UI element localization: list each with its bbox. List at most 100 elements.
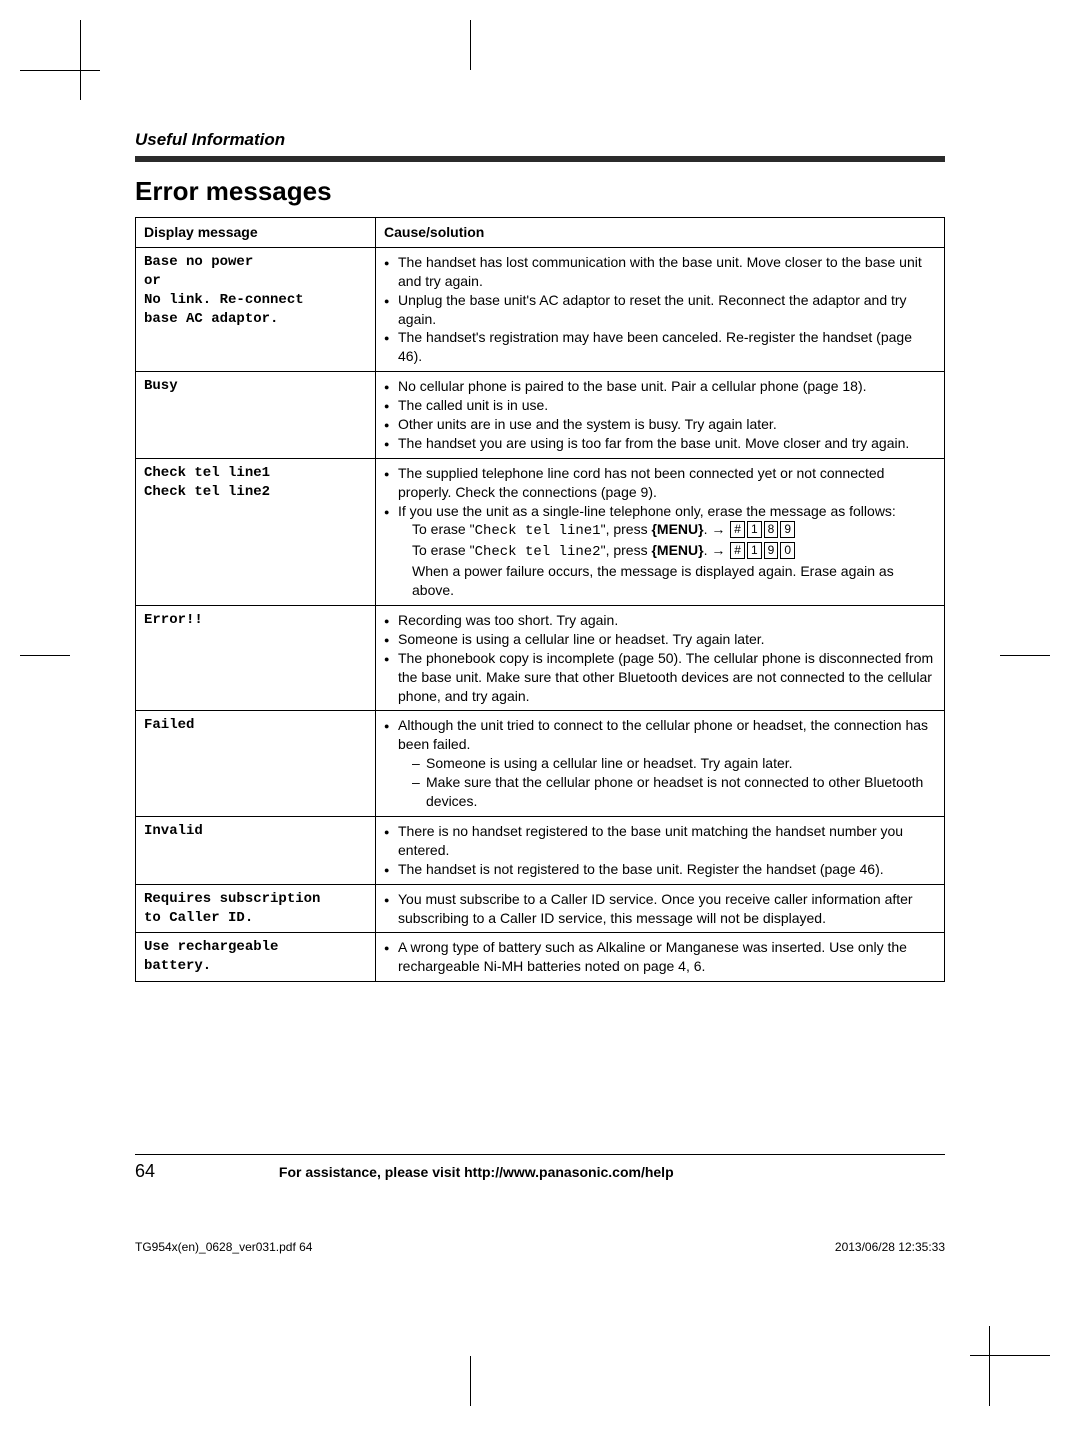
cause-item: The handset is not registered to the bas… [384, 860, 936, 879]
display-message-cell: Failed [136, 711, 376, 816]
table-row: Failed Although the unit tried to connect… [136, 711, 945, 816]
print-meta-left: TG954x(en)_0628_ver031.pdf 64 [135, 1240, 312, 1254]
display-message-cell: Use rechargeablebattery. [136, 933, 376, 982]
keycap: 1 [747, 521, 762, 538]
keycap: 9 [780, 521, 795, 538]
cause-item: The phonebook copy is incomplete (page 5… [384, 649, 936, 706]
display-message-line: Use rechargeable [144, 938, 367, 957]
print-meta-right: 2013/06/28 12:35:33 [835, 1240, 945, 1254]
cause-solution-cell: There is no handset registered to the ba… [376, 816, 945, 884]
display-message-line: Failed [144, 716, 367, 735]
display-message-line: battery. [144, 957, 367, 976]
keycap: 0 [780, 542, 795, 559]
display-message-line: to Caller ID. [144, 909, 367, 928]
display-message-cell: Invalid [136, 816, 376, 884]
cause-list: A wrong type of battery such as Alkaline… [384, 938, 936, 976]
cause-item: There is no handset registered to the ba… [384, 822, 936, 860]
cause-subitem: Someone is using a cellular line or head… [412, 754, 936, 773]
display-message-cell: Error!! [136, 606, 376, 711]
cause-item: Someone is using a cellular line or head… [384, 630, 936, 649]
print-meta: TG954x(en)_0628_ver031.pdf 64 2013/06/28… [135, 1240, 945, 1254]
table-row: Invalid There is no handset registered to… [136, 816, 945, 884]
page-title: Error messages [135, 176, 945, 207]
erase-instruction: To erase "Check tel line1", press {MENU}… [398, 520, 936, 541]
cause-list: The supplied telephone line cord has not… [384, 464, 936, 600]
keycap: 1 [747, 542, 762, 559]
table-row: Requires subscriptionto Caller ID.You mu… [136, 884, 945, 933]
keycap: # [730, 542, 745, 559]
cause-solution-cell: A wrong type of battery such as Alkaline… [376, 933, 945, 982]
crop-mark [470, 20, 471, 70]
display-message-line: Error!! [144, 611, 367, 630]
cause-item: The handset has lost communication with … [384, 253, 936, 291]
section-rule [135, 156, 945, 162]
cause-list: Although the unit tried to connect to th… [384, 716, 936, 810]
cause-paragraph: When a power failure occurs, the message… [398, 562, 936, 600]
cause-subitem: Make sure that the cellular phone or hea… [412, 773, 936, 811]
crop-mark [989, 1326, 990, 1406]
cause-list: Recording was too short. Try again.Someo… [384, 611, 936, 705]
table-row: Base no powerorNo link. Re-connectbase A… [136, 247, 945, 371]
cause-solution-cell: Although the unit tried to connect to th… [376, 711, 945, 816]
display-message-line: No link. Re-connect [144, 291, 367, 310]
display-message-line: Check tel line2 [144, 483, 367, 502]
cause-solution-cell: The supplied telephone line cord has not… [376, 458, 945, 605]
display-message-line: Base no power [144, 253, 367, 272]
erase-code: Check tel line2 [475, 544, 601, 560]
col-cause-solution: Cause/solution [376, 218, 945, 248]
cause-list: You must subscribe to a Caller ID servic… [384, 890, 936, 928]
cause-item: The supplied telephone line cord has not… [384, 464, 936, 502]
page-footer: 64 For assistance, please visit http://w… [135, 1154, 945, 1182]
display-message-cell: Busy [136, 372, 376, 459]
table-row: Busy No cellular phone is paired to the b… [136, 372, 945, 459]
display-message-line: Check tel line1 [144, 464, 367, 483]
cause-item: The handset's registration may have been… [384, 328, 936, 366]
cause-item: The called unit is in use. [384, 396, 936, 415]
cause-item: If you use the unit as a single-line tel… [384, 502, 936, 600]
table-row: Error!! Recording was too short. Try agai… [136, 606, 945, 711]
display-message-cell: Requires subscriptionto Caller ID. [136, 884, 376, 933]
crop-mark [20, 655, 70, 656]
crop-mark [80, 20, 81, 100]
crop-mark [20, 70, 100, 71]
cause-solution-cell: Recording was too short. Try again.Someo… [376, 606, 945, 711]
crop-mark [470, 1356, 471, 1406]
cause-list: The handset has lost communication with … [384, 253, 936, 366]
display-message-line: Requires subscription [144, 890, 367, 909]
cause-sublist: Someone is using a cellular line or head… [398, 754, 936, 811]
cause-list: No cellular phone is paired to the base … [384, 377, 936, 453]
crop-mark [1000, 655, 1050, 656]
display-message-cell: Base no powerorNo link. Re-connectbase A… [136, 247, 376, 371]
cause-item: Other units are in use and the system is… [384, 415, 936, 434]
display-message-line: Invalid [144, 822, 367, 841]
display-message-cell: Check tel line1Check tel line2 [136, 458, 376, 605]
footer-rule [135, 1154, 945, 1155]
keycap: 9 [764, 542, 779, 559]
page-number: 64 [135, 1161, 155, 1182]
keycap: 8 [764, 521, 779, 538]
section-label: Useful Information [135, 130, 945, 150]
keycap: # [730, 521, 745, 538]
cause-item: Unplug the base unit's AC adaptor to res… [384, 291, 936, 329]
cause-solution-cell: You must subscribe to a Caller ID servic… [376, 884, 945, 933]
page-body: Useful Information Error messages Displa… [135, 130, 945, 982]
cause-solution-cell: No cellular phone is paired to the base … [376, 372, 945, 459]
display-message-line: base AC adaptor. [144, 310, 367, 329]
cause-item: A wrong type of battery such as Alkaline… [384, 938, 936, 976]
display-message-line: Busy [144, 377, 367, 396]
col-display-message: Display message [136, 218, 376, 248]
cause-item: The handset you are using is too far fro… [384, 434, 936, 453]
cause-solution-cell: The handset has lost communication with … [376, 247, 945, 371]
cause-item: You must subscribe to a Caller ID servic… [384, 890, 936, 928]
error-table: Display message Cause/solution Base no p… [135, 217, 945, 982]
cause-item: No cellular phone is paired to the base … [384, 377, 936, 396]
cause-item: Recording was too short. Try again. [384, 611, 936, 630]
crop-mark [970, 1355, 1050, 1356]
table-row: Use rechargeablebattery.A wrong type of … [136, 933, 945, 982]
table-row: Check tel line1Check tel line2The suppli… [136, 458, 945, 605]
display-message-line: or [144, 272, 367, 291]
erase-code: Check tel line1 [475, 523, 601, 539]
assistance-text: For assistance, please visit http://www.… [279, 1164, 674, 1180]
cause-item: Although the unit tried to connect to th… [384, 716, 936, 810]
erase-instruction: To erase "Check tel line2", press {MENU}… [398, 541, 936, 562]
